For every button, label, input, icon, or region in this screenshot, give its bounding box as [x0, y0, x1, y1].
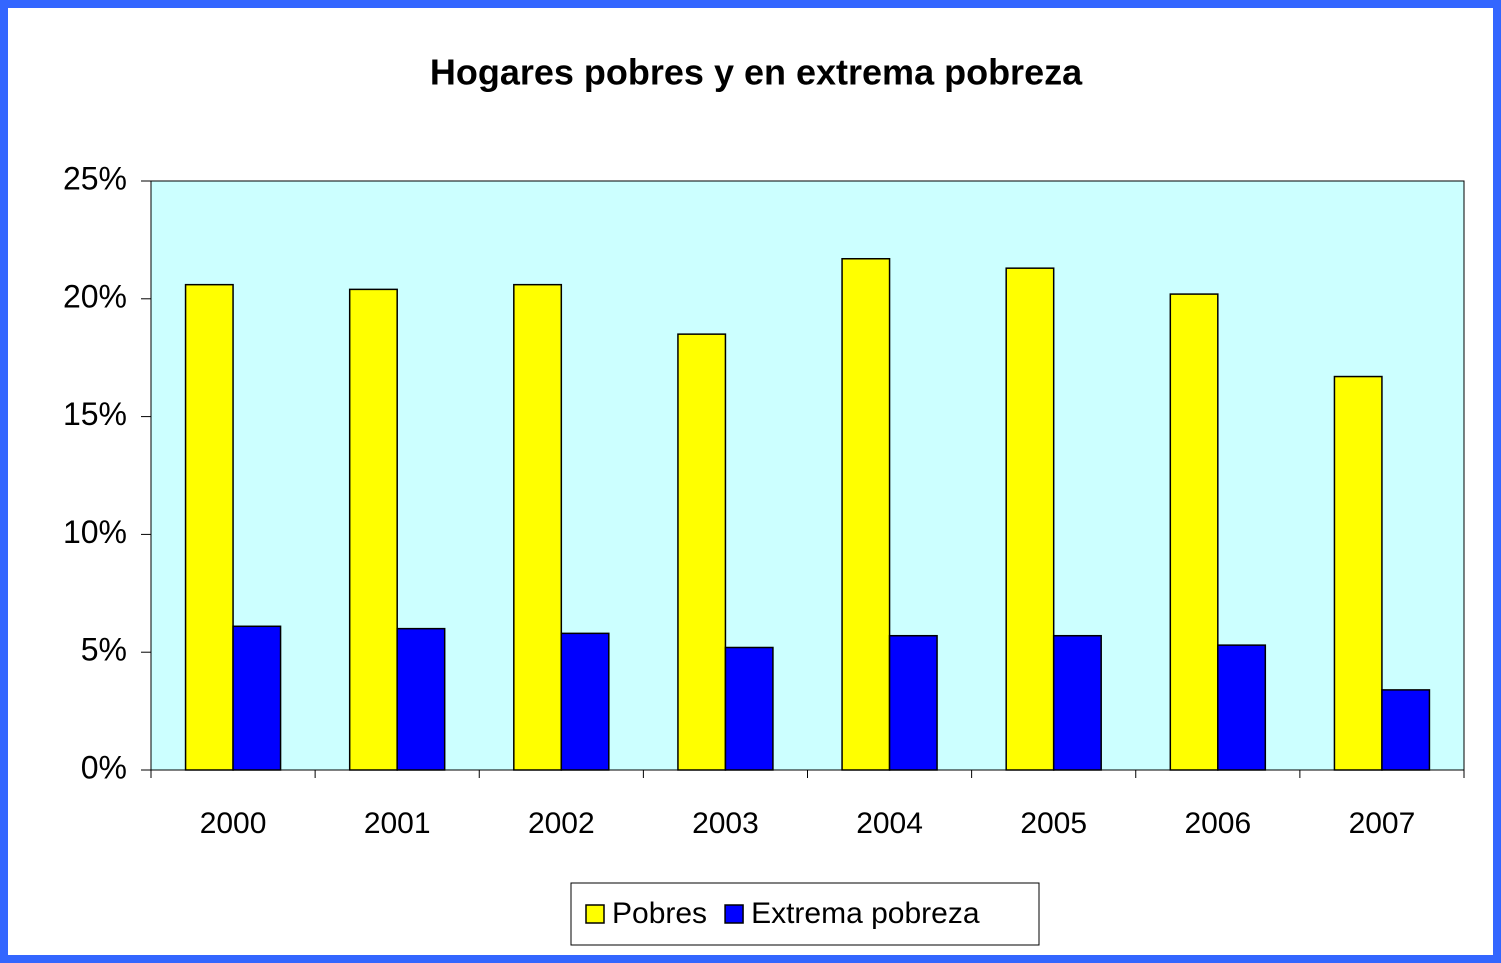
bar	[396, 627, 446, 771]
bar	[1381, 689, 1431, 771]
bar	[724, 646, 774, 771]
y-tick-label: 10%	[63, 514, 127, 550]
x-tick-label: 2003	[692, 807, 759, 840]
bar	[232, 625, 282, 771]
y-tick-label: 25%	[63, 160, 127, 196]
x-tick-label: 2000	[200, 807, 267, 840]
x-tick-label: 2006	[1184, 807, 1251, 840]
legend-label: Extrema pobreza	[751, 897, 980, 930]
bar	[1333, 375, 1383, 771]
chart-title: Hogares pobres y en extrema pobreza	[430, 52, 1083, 93]
legend-swatch	[585, 904, 605, 924]
bar	[1217, 644, 1267, 771]
x-tick-label: 2001	[364, 807, 431, 840]
bar	[841, 257, 891, 771]
bar	[513, 283, 563, 771]
y-tick-label: 5%	[81, 632, 127, 668]
y-tick-label: 0%	[81, 749, 127, 785]
bar	[1169, 293, 1219, 771]
bar	[560, 632, 610, 771]
bar	[184, 283, 234, 771]
plot-area	[150, 180, 1465, 771]
y-tick-label: 15%	[63, 396, 127, 432]
x-tick-label: 2005	[1020, 807, 1087, 840]
legend	[570, 882, 1040, 946]
legend-swatch	[724, 904, 744, 924]
x-tick-label: 2007	[1349, 807, 1416, 840]
bar	[1052, 634, 1102, 771]
y-tick-label: 20%	[63, 278, 127, 314]
legend-label: Pobres	[612, 897, 707, 930]
bar	[348, 288, 398, 771]
bar	[677, 333, 727, 771]
bar	[888, 634, 938, 771]
x-tick-label: 2004	[856, 807, 923, 840]
bar	[1005, 267, 1055, 771]
x-tick-label: 2002	[528, 807, 595, 840]
